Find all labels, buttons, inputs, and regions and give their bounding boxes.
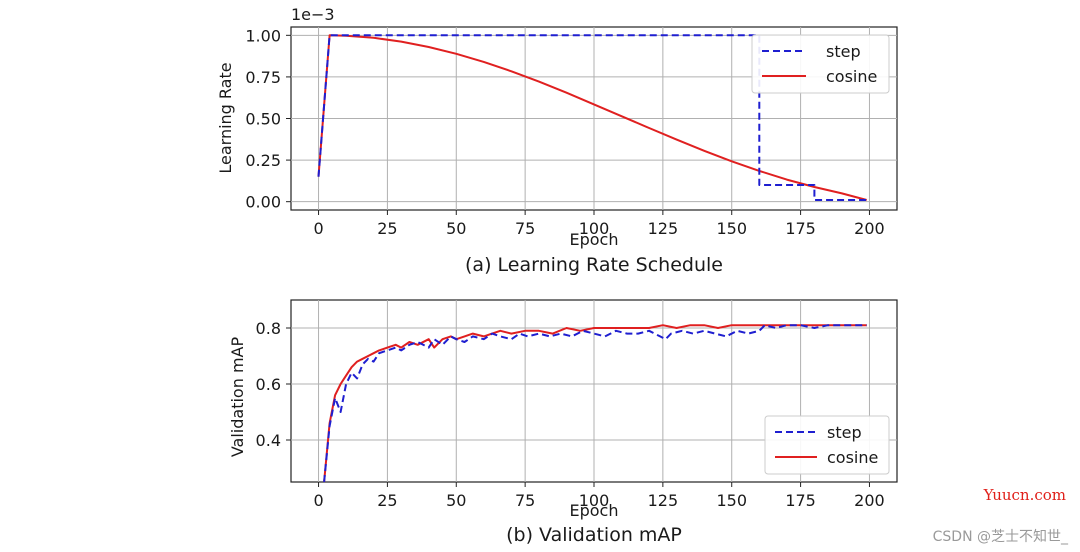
series-lines bbox=[317, 34, 867, 201]
panel-caption: (a) Learning Rate Schedule bbox=[465, 254, 723, 276]
legend-label-cosine: cosine bbox=[826, 67, 877, 86]
legend-box bbox=[751, 34, 890, 94]
legend-label-step: step bbox=[827, 423, 862, 442]
x-tick-label: 75 bbox=[515, 219, 535, 238]
x-tick-label: 25 bbox=[377, 219, 397, 238]
x-tick-label: 150 bbox=[716, 491, 747, 510]
tick-marks bbox=[286, 34, 870, 215]
y-tick-label: 1.00 bbox=[245, 26, 281, 45]
y-tick-label: 0.25 bbox=[245, 151, 281, 170]
x-tick-label: 150 bbox=[716, 219, 747, 238]
y-tick-label: 0.00 bbox=[245, 193, 281, 212]
x-tick-label: 100 bbox=[579, 219, 610, 238]
x-tick-label: 75 bbox=[515, 491, 535, 510]
legend-label-step: step bbox=[826, 42, 861, 61]
learning-rate-panel: 0 25 50 75 100 125 150 175 200 0.00 0.25 0.50 0.75 1.… bbox=[216, 5, 898, 276]
x-tick-label: 175 bbox=[785, 491, 816, 510]
y-tick-label: 0.75 bbox=[245, 68, 281, 87]
x-tick-label: 200 bbox=[854, 219, 885, 238]
scale-label: 1e−3 bbox=[291, 5, 335, 24]
y-tick-label: 0.6 bbox=[256, 375, 281, 394]
x-tick-label: 100 bbox=[579, 491, 610, 510]
x-axis-label: Epoch bbox=[570, 230, 619, 249]
x-axis-label: Epoch bbox=[570, 501, 619, 520]
tick-marks bbox=[286, 327, 870, 487]
y-tick-label: 0.4 bbox=[256, 431, 281, 450]
y-tick-label: 0.8 bbox=[256, 319, 281, 338]
watermark-csdn: CSDN @芝士不知世_ bbox=[932, 529, 1068, 545]
x-tick-label: 0 bbox=[313, 219, 323, 238]
legend: step cosine bbox=[751, 34, 890, 94]
x-tick-label: 125 bbox=[648, 219, 679, 238]
x-tick-label: 175 bbox=[785, 219, 816, 238]
series-line-step bbox=[323, 324, 867, 483]
legend: step cosine bbox=[764, 415, 890, 475]
series-line-cosine bbox=[323, 324, 867, 483]
y-axis-label: Validation mAP bbox=[228, 337, 247, 458]
y-axis-label: Learning Rate bbox=[216, 62, 235, 173]
x-tick-label: 125 bbox=[648, 491, 679, 510]
series-line-step bbox=[317, 34, 867, 201]
x-tick-label: 0 bbox=[313, 491, 323, 510]
panel-caption: (b) Validation mAP bbox=[506, 524, 682, 546]
y-tick-label: 0.50 bbox=[245, 110, 281, 129]
legend-label-cosine: cosine bbox=[827, 448, 878, 467]
tick-labels: 0 25 50 75 100 125 150 175 200 0.4 0.6 0.8 bbox=[256, 319, 885, 510]
x-tick-label: 200 bbox=[854, 491, 885, 510]
tick-labels: 0 25 50 75 100 125 150 175 200 0.00 0.25 0.50 0.75 1.… bbox=[245, 26, 884, 238]
watermark-site: Yuucn.com bbox=[983, 486, 1066, 504]
x-tick-label: 50 bbox=[446, 491, 466, 510]
x-tick-label: 50 bbox=[446, 219, 466, 238]
series-lines bbox=[323, 324, 867, 483]
validation-map-panel: 0 25 50 75 100 125 150 175 200 0.4 0.6 0.8 Epoch Va… bbox=[228, 299, 898, 546]
series-line-cosine bbox=[317, 34, 867, 201]
x-tick-label: 25 bbox=[377, 491, 397, 510]
legend-box bbox=[764, 415, 890, 475]
